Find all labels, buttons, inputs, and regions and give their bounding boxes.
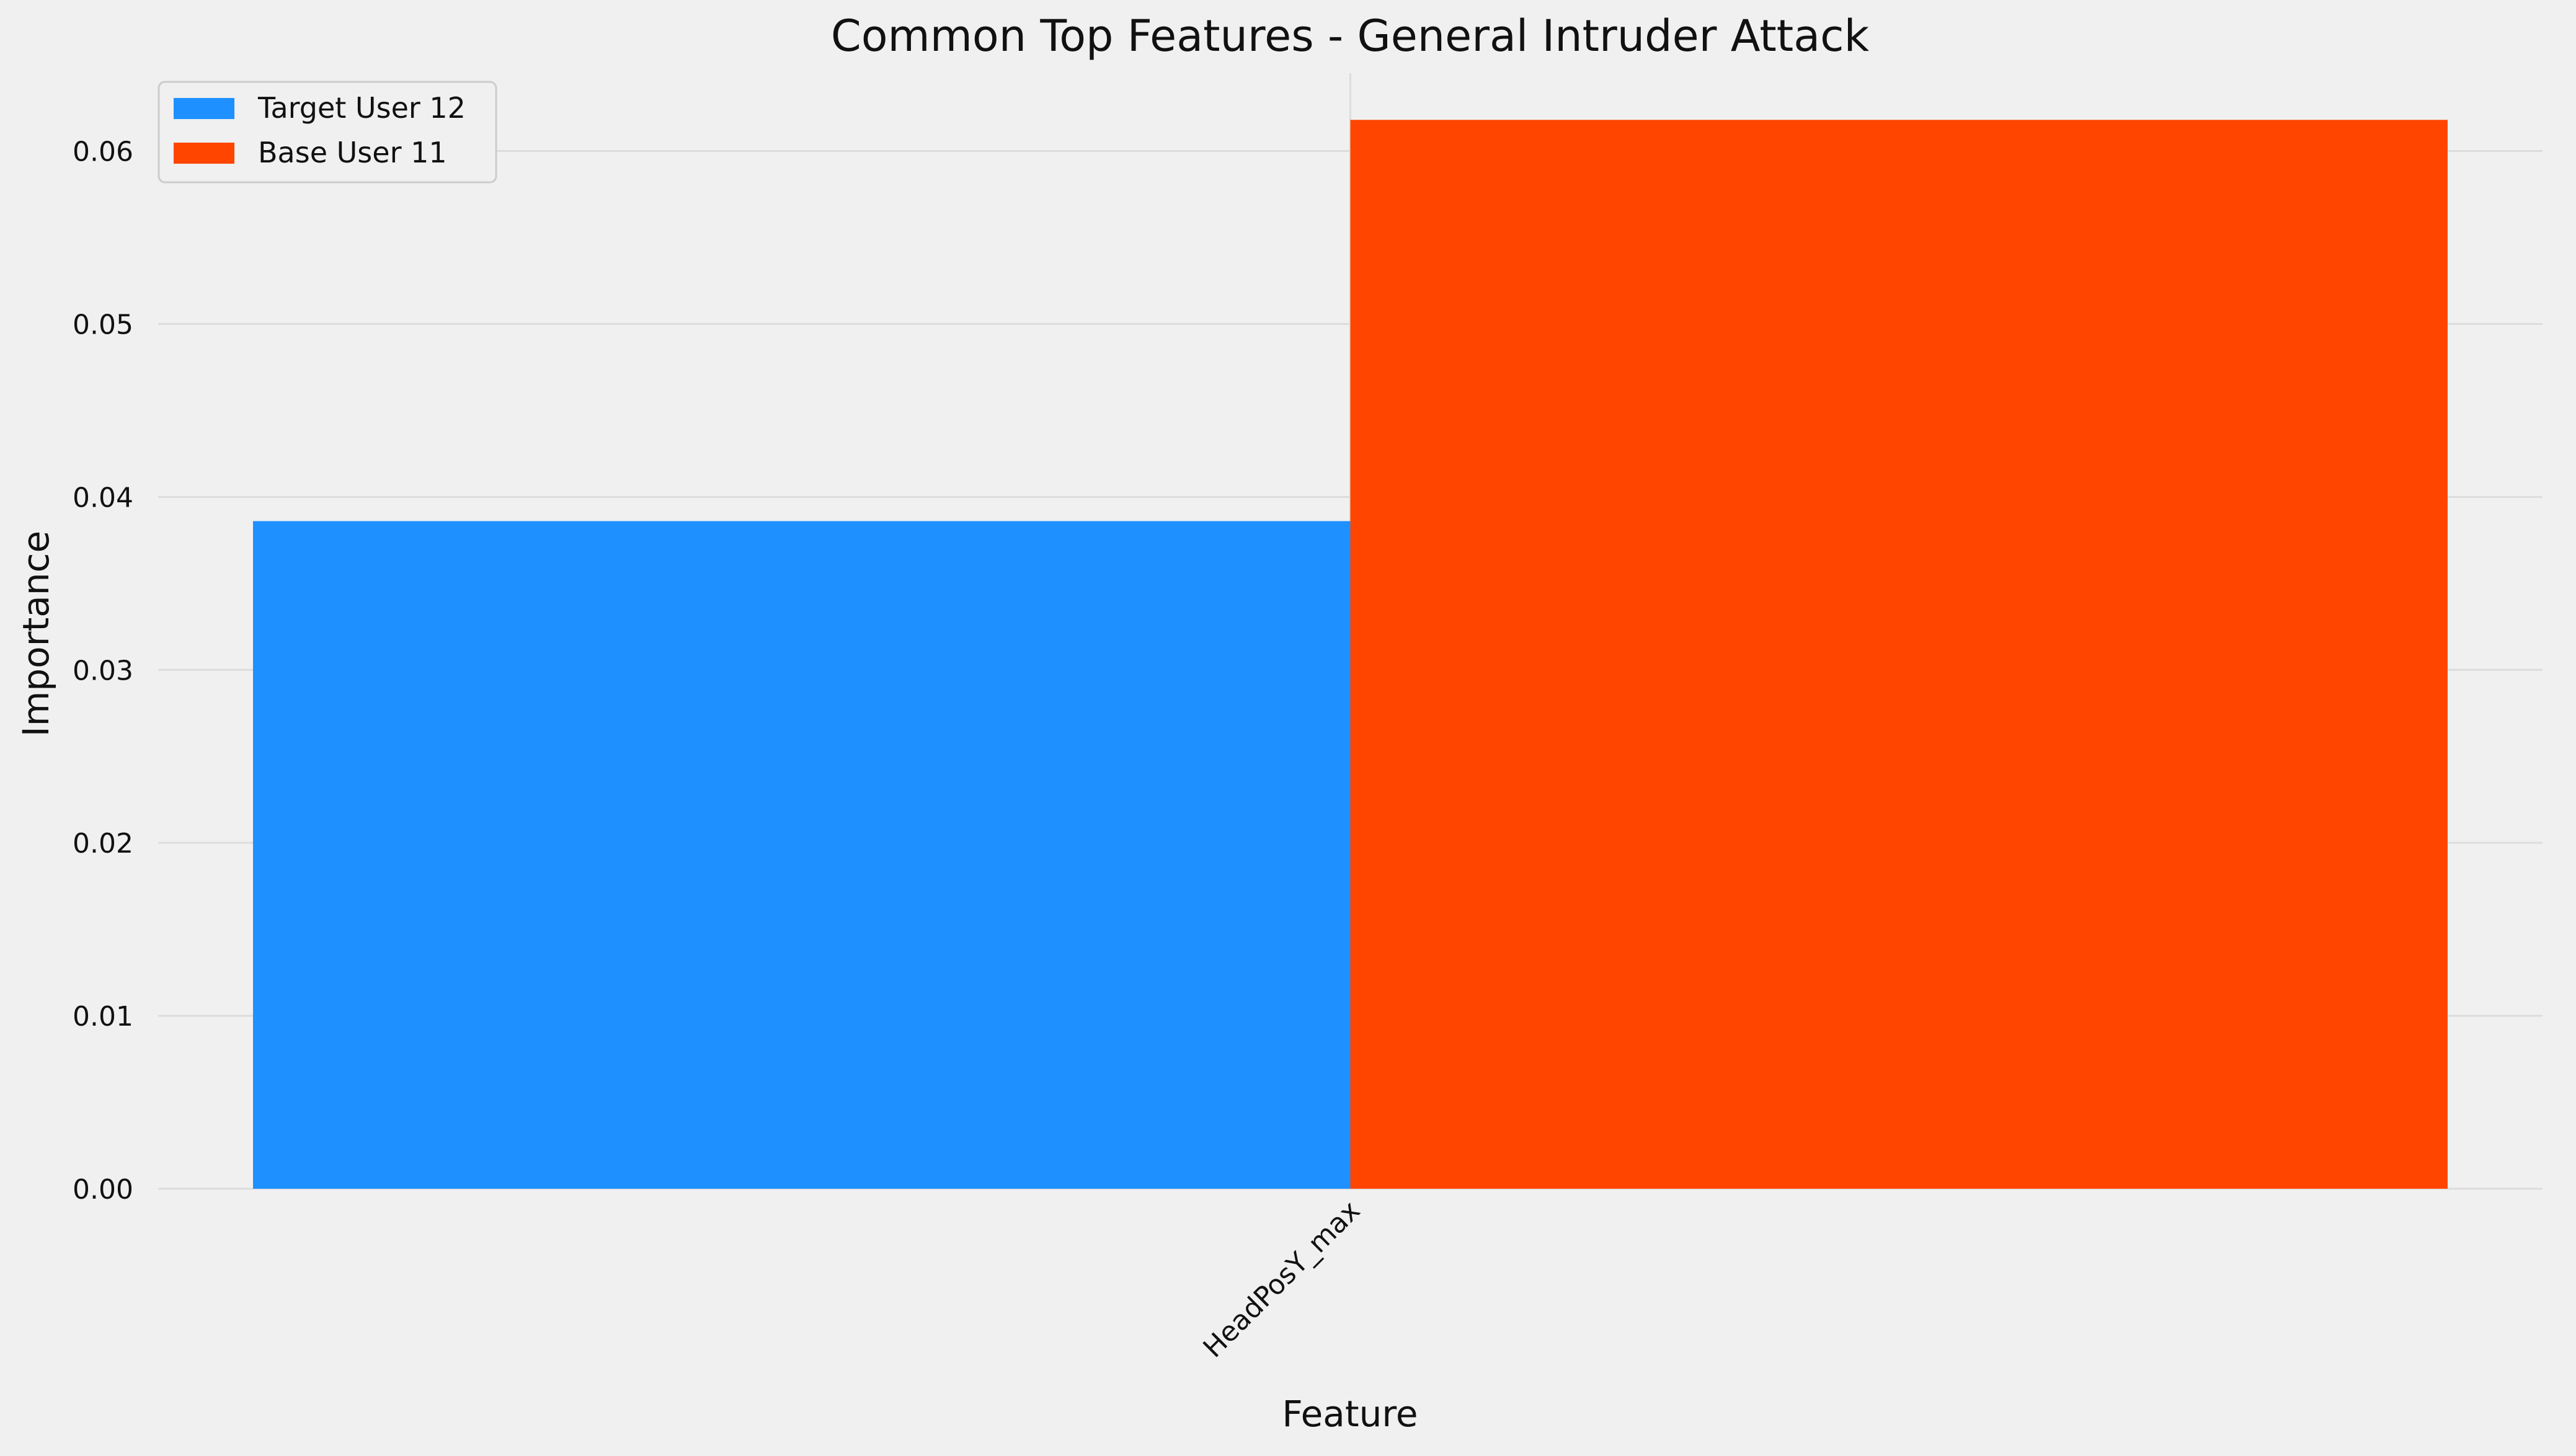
legend-box	[158, 81, 497, 184]
y-axis-label: Importance	[15, 531, 57, 737]
bar-target-user-12	[253, 521, 1351, 1189]
y-tick-label: 0.03	[73, 655, 133, 686]
legend: Target User 12 Base User 11	[158, 81, 497, 184]
legend-label-target-user: Target User 12	[257, 91, 466, 125]
legend-swatch-base-user	[174, 143, 234, 164]
x-axis-label: Feature	[1282, 1393, 1418, 1435]
y-tick-label: 0.01	[73, 1001, 133, 1032]
legend-label-base-user: Base User 11	[258, 136, 447, 169]
y-tick-label: 0.04	[73, 482, 133, 513]
y-tick-label: 0.02	[73, 828, 133, 859]
y-tick-labels: 0.00 0.01 0.02 0.03 0.04 0.05 0.06	[73, 136, 133, 1205]
y-tick-label: 0.06	[73, 136, 133, 168]
bars	[253, 120, 2448, 1189]
chart-title: Common Top Features - General Intruder A…	[831, 11, 1870, 61]
bar-base-user-11	[1350, 120, 2448, 1189]
legend-swatch-target-user	[174, 98, 234, 119]
x-tick-labels: HeadPosY_max	[1197, 1195, 1367, 1364]
y-tick-label: 0.05	[73, 309, 133, 340]
x-tick-label: HeadPosY_max	[1197, 1195, 1367, 1364]
y-tick-label: 0.00	[73, 1174, 133, 1205]
